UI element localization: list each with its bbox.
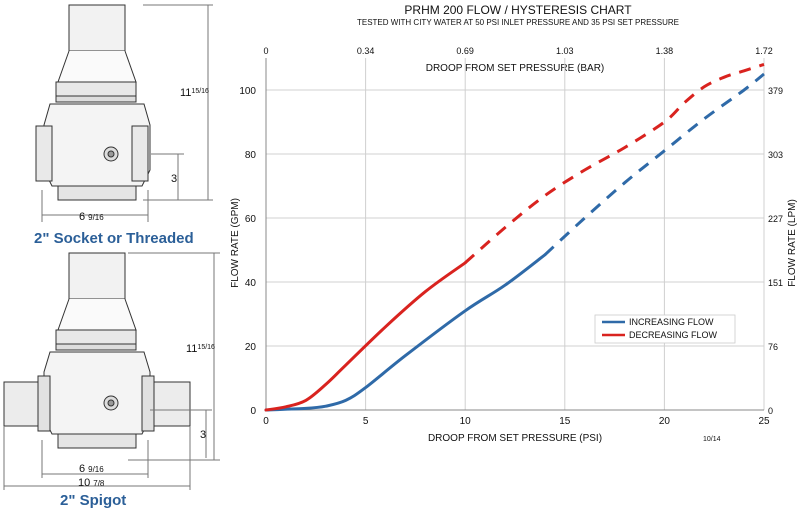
chart-series (264, 62, 765, 412)
y2-tick-label: 379 (768, 86, 783, 96)
x2-tick-label: 1.38 (656, 46, 674, 56)
y2-tick-label: 0 (768, 406, 773, 416)
y2-axis-label: FLOW RATE (LPM) (787, 199, 798, 287)
x-tick-label: 10 (460, 416, 472, 427)
x2-axis-label: DROOP FROM SET PRESSURE (BAR) (426, 63, 605, 74)
bottom-overall-dimension: 10 7/8 (78, 477, 105, 489)
x2-tick-label: 0 (263, 46, 268, 56)
caption-socket-threaded: 2" Socket or Threaded (34, 230, 194, 247)
x2-tick-label: 1.03 (556, 46, 574, 56)
chart-legend: INCREASING FLOW DECREASING FLOW (594, 314, 736, 344)
valve-drawing-socket (35, 4, 213, 222)
x2-tick-label: 1.72 (755, 46, 773, 56)
chart-grid (265, 58, 765, 411)
x-tick-label: 5 (363, 416, 369, 427)
legend-box (594, 314, 736, 344)
top-port-dimension: 3 (171, 173, 177, 185)
chart-footnote: 10/14 (703, 436, 721, 443)
series-line-increasing-flow-dashed (543, 72, 765, 256)
y-tick-label: 100 (239, 86, 256, 97)
top-height-dimension: 1115/16 (180, 87, 209, 99)
y-tick-label: 60 (245, 214, 257, 225)
y-tick-label: 20 (245, 342, 257, 353)
caption-spigot: 2" Spigot (60, 492, 127, 509)
x-tick-label: 15 (559, 416, 571, 427)
bottom-width-dimension: 6 9/16 (79, 463, 104, 475)
chart-ticks: 0 5 10 15 20 250 0.34 0.69 1.03 1.38 1.72020406080… (239, 46, 783, 427)
y2-tick-label: 303 (768, 150, 783, 160)
x-axis-label: DROOP FROM SET PRESSURE (PSI) (428, 433, 602, 444)
bottom-port-dimension: 3 (200, 429, 206, 441)
y-tick-label: 80 (245, 150, 257, 161)
y2-tick-label: 151 (768, 278, 783, 288)
legend-label-increasing: INCREASING FLOW (629, 317, 714, 327)
series-line-decreasing-flow-dashed (464, 62, 765, 264)
chart-title: PRHM 200 FLOW / HYSTERESIS CHART (404, 3, 632, 17)
valve-drawing-spigot (3, 252, 220, 490)
y2-tick-label: 227 (768, 214, 783, 224)
chart-subtitle: TESTED WITH CITY WATER AT 50 PSI INLET P… (357, 18, 679, 27)
legend-label-decreasing: DECREASING FLOW (629, 330, 718, 340)
x-tick-label: 25 (758, 416, 770, 427)
bottom-height-dimension: 1115/16 (186, 343, 215, 355)
top-width-dimension: 6 9/16 (79, 211, 104, 223)
series-line-increasing-flow-solid (264, 253, 547, 412)
x2-tick-label: 0.34 (357, 46, 375, 56)
y-tick-label: 0 (250, 406, 256, 417)
x2-tick-label: 0.69 (456, 46, 474, 56)
series-line-decreasing-flow-solid (264, 261, 467, 412)
x-tick-label: 20 (659, 416, 671, 427)
y2-tick-label: 76 (768, 342, 778, 352)
y-axis-label: FLOW RATE (GPM) (230, 198, 241, 288)
x-tick-label: 0 (263, 416, 269, 427)
y-tick-label: 40 (245, 278, 257, 289)
